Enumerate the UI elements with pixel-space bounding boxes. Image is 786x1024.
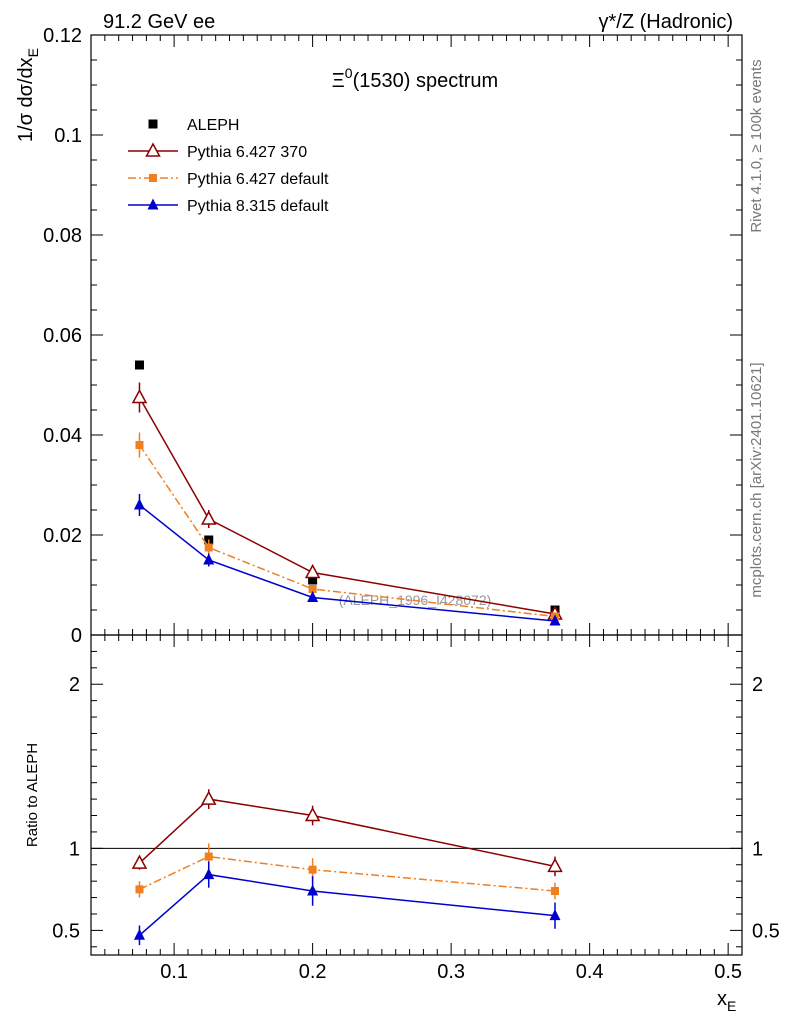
main-point-series-0 (308, 575, 318, 585)
y-main-tick-label: 0.04 (43, 425, 82, 447)
x-axis-label: xE (717, 988, 736, 1014)
legend-marker-2 (149, 174, 157, 182)
ratio-line-series-3 (138, 873, 556, 936)
ratio-point-series-1 (200, 790, 217, 805)
header-process-label: γ*/Z (Hadronic) (599, 11, 733, 33)
legend-marker-1 (145, 142, 161, 157)
main-point-series-3 (133, 498, 145, 510)
y-main-tick-label: 0.08 (43, 225, 82, 247)
y-main-tick-label: 0.02 (43, 525, 82, 547)
y-ratio-tick-label-right: 2 (752, 674, 763, 696)
main-point-series-1 (200, 510, 217, 525)
main-point-series-0 (134, 360, 144, 370)
y-ratio-tick-label-left: 1 (69, 838, 80, 860)
legend-label-3: Pythia 8.315 default (187, 198, 329, 215)
main-point-series-1 (131, 388, 148, 404)
y-main-tick-label: 0.12 (43, 25, 82, 47)
header-energy-label: 91.2 GeV ee (103, 11, 215, 33)
ratio-plot-frame (90, 634, 743, 956)
mcplots-label: mcplots.cern.ch [arXiv:2401.10621] (748, 362, 765, 597)
x-tick-label: 0.2 (299, 961, 327, 983)
legend-label-2: Pythia 6.427 default (187, 171, 329, 188)
y-ratio-tick-label-right: 1 (752, 838, 763, 860)
ratio-point-series-1 (547, 857, 563, 873)
ratio-point-series-3 (307, 884, 319, 896)
rivet-version-label: Rivet 4.1.0, ≥ 100k events (748, 59, 765, 232)
main-point-series-3 (307, 591, 319, 602)
legend-marker-0 (148, 119, 158, 129)
ratio-point-series-1 (131, 854, 148, 869)
y-main-tick-label: 0.06 (43, 325, 82, 347)
ratio-point-series-3 (133, 928, 145, 940)
legend-label-0: ALEPH (187, 117, 239, 134)
ratio-point-series-2 (135, 885, 144, 894)
legend-label-1: Pythia 6.427 370 (187, 144, 307, 161)
main-point-series-3 (203, 553, 215, 565)
main-point-series-2 (135, 441, 144, 449)
main-line-series-2 (138, 444, 556, 618)
x-tick-label: 0.1 (160, 961, 188, 983)
ratio-point-series-3 (549, 909, 561, 921)
main-point-series-2 (204, 543, 213, 552)
ratio-line-series-1 (138, 798, 556, 868)
legend-marker-3 (147, 198, 159, 210)
ratio-point-series-2 (204, 852, 213, 861)
y-axis-label-main: 1/σ dσ/dxE (15, 48, 41, 142)
y-ratio-tick-label-left: 2 (69, 674, 80, 696)
x-tick-label: 0.4 (576, 961, 604, 983)
ratio-point-series-3 (203, 868, 215, 880)
main-point-series-3 (549, 614, 561, 626)
main-point-series-1 (304, 563, 321, 579)
main-line-series-1 (138, 397, 556, 615)
ratio-point-series-2 (551, 887, 560, 895)
y-ratio-tick-label-right: 0.5 (752, 920, 780, 942)
main-point-series-2 (308, 585, 317, 593)
y-main-tick-label: 0 (71, 625, 82, 647)
main-line-series-3 (139, 504, 556, 622)
x-tick-label: 0.3 (437, 961, 465, 983)
y-ratio-tick-label-left: 0.5 (52, 920, 80, 942)
y-main-tick-label: 0.1 (54, 125, 82, 147)
chart-title: Ξ0(1530) spectrum (332, 65, 498, 92)
x-tick-label: 0.5 (714, 961, 742, 983)
y-axis-label-ratio: Ratio to ALEPH (24, 743, 41, 847)
ratio-point-series-1 (304, 806, 321, 822)
ratio-line-series-2 (139, 855, 556, 892)
ratio-point-series-2 (308, 865, 317, 874)
